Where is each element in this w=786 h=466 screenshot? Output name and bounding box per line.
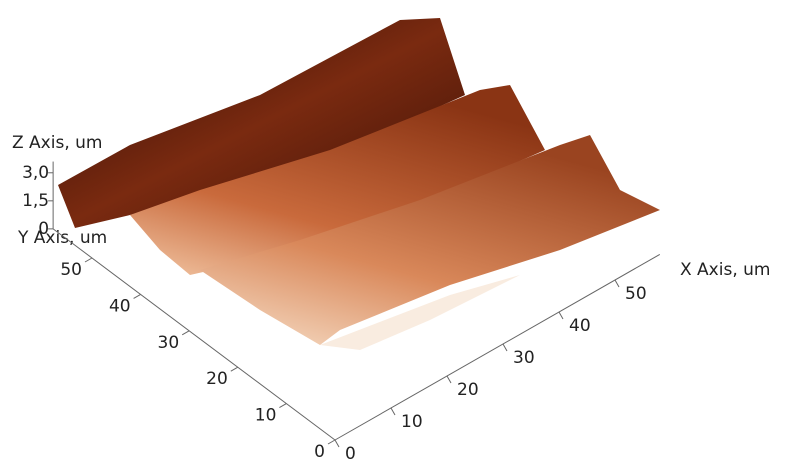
y-tick-label: 40 [109, 296, 131, 316]
x-tick-label: 20 [457, 380, 479, 400]
y-axis [52, 228, 336, 441]
y-tick-label: 30 [158, 333, 180, 353]
x-axis-label: X Axis, um [680, 260, 770, 280]
surface [58, 18, 660, 350]
x-axis [334, 253, 661, 441]
x-tick [614, 279, 620, 288]
z-axis-label: Z Axis, um [12, 133, 102, 153]
x-tick-label: 30 [513, 348, 535, 368]
y-tick-label: 20 [206, 369, 228, 389]
x-tick-label: 10 [401, 412, 423, 432]
z-tick-label: 3,0 [22, 163, 49, 183]
x-tick-label: 0 [345, 444, 356, 464]
y-tick [133, 293, 141, 299]
x-tick [502, 343, 508, 352]
x-tick [390, 407, 396, 416]
y-axis-label: Y Axis, um [17, 228, 107, 248]
surface-ridge [320, 275, 520, 350]
x-tick-label: 40 [569, 316, 591, 336]
surface-ridge [130, 85, 545, 275]
x-tick [446, 375, 452, 384]
x-tick [558, 311, 564, 320]
x-tick [334, 439, 340, 448]
z-tick-label: 1,5 [22, 191, 49, 211]
y-tick [230, 366, 239, 372]
surface-ridge [58, 18, 465, 228]
y-tick [84, 257, 93, 263]
y-tick [327, 439, 336, 445]
y-tick [181, 330, 190, 336]
y-tick [279, 403, 287, 409]
surface-ridge [200, 135, 660, 345]
y-tick-label: 0 [314, 442, 325, 462]
z-tick-label: 0 [38, 219, 49, 239]
x-tick-label: 50 [625, 284, 647, 304]
y-tick-label: 50 [60, 260, 82, 280]
y-tick-label: 10 [255, 406, 277, 426]
